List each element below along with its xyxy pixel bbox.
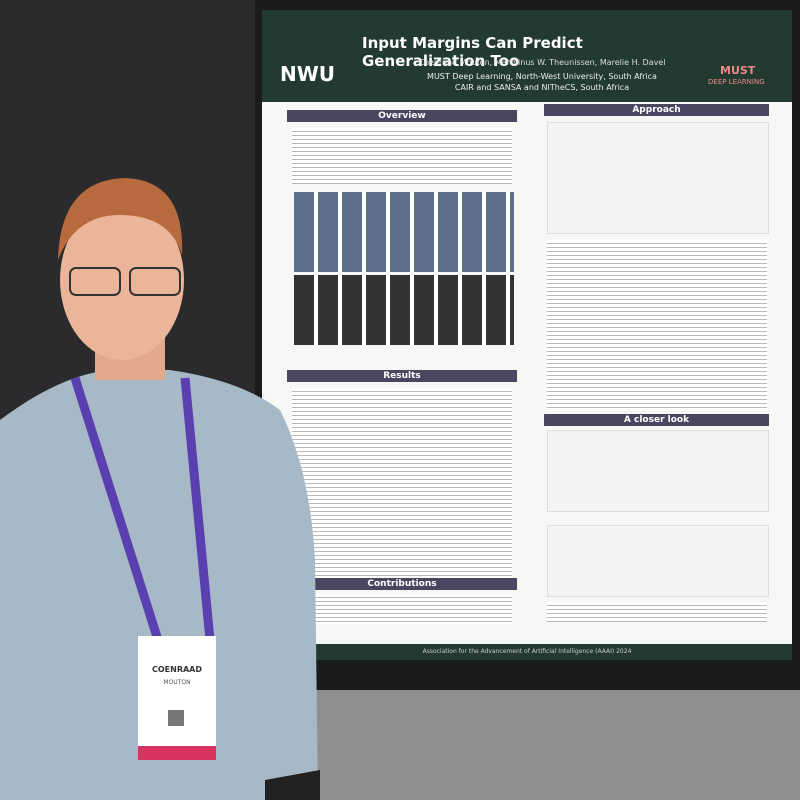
image-grid <box>294 192 514 272</box>
badge-stripe <box>138 746 216 760</box>
section-header: A closer look <box>544 414 769 426</box>
affiliation: CAIR and SANSA and NITheCS, South Africa <box>454 83 630 92</box>
poster-header <box>262 10 792 102</box>
badge-first-name: COENRAAD <box>152 665 202 674</box>
shirt <box>0 370 318 800</box>
section-header: Overview <box>287 110 517 122</box>
section-header: Results <box>287 370 517 382</box>
table <box>292 388 512 578</box>
figure <box>547 122 769 234</box>
hair <box>58 178 183 260</box>
logo-must: MUST <box>720 64 756 77</box>
logo-must-sub: DEEP LEARNING <box>708 78 765 86</box>
poster: NWU Input Margins Can Predict Generaliza… <box>262 10 792 660</box>
affiliation: MUST Deep Learning, North-West Universit… <box>427 72 657 81</box>
figure <box>547 430 769 512</box>
glasses <box>69 267 121 296</box>
floor <box>300 690 800 800</box>
lanyard <box>70 376 215 642</box>
poster-authors: Coenraad Mouton, Marthinus W. Theunissen… <box>418 58 666 67</box>
figure <box>547 525 769 597</box>
text-block <box>547 240 767 410</box>
text-block <box>292 594 512 624</box>
poster-footer: Association for the Advancement of Artif… <box>262 644 792 660</box>
text-block <box>292 128 512 184</box>
image-grid <box>294 275 514 345</box>
section-header: Approach <box>544 104 769 116</box>
logo-nwu: NWU <box>280 62 336 86</box>
poster-title: Input Margins Can Predict Generalization… <box>362 34 583 70</box>
badge <box>138 636 216 760</box>
pants <box>265 770 320 800</box>
badge-last-name: MOUTON <box>163 679 190 686</box>
face <box>60 200 184 360</box>
glasses <box>129 267 181 296</box>
section-header: Contributions <box>287 578 517 590</box>
badge-qr <box>168 710 184 726</box>
text-block <box>547 602 767 622</box>
